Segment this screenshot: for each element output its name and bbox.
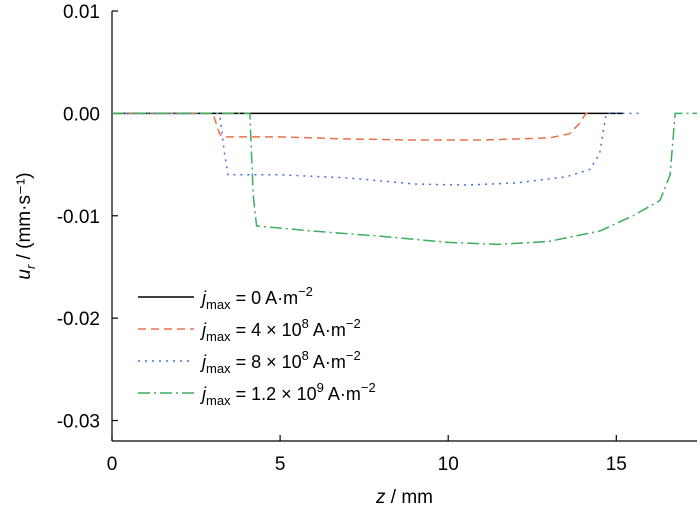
series-line-2 (112, 112, 593, 141)
series-group (112, 112, 697, 246)
y-tick-label: -0.02 (57, 309, 100, 330)
x-tick-label: 0 (107, 454, 118, 475)
y-tick-label: 0.01 (63, 2, 100, 23)
series-line-3 (112, 112, 644, 186)
legend-label-1: jmax = 0 A·m−2 (199, 284, 313, 312)
x-axis-label: z / mm (375, 487, 433, 508)
series-line-4 (112, 112, 697, 246)
x-tick-label: 10 (438, 454, 459, 475)
y-tick-label: 0.00 (63, 104, 100, 125)
x-tick-label: 15 (606, 454, 627, 475)
legend-label-3: jmax = 8 × 108 A·m−2 (199, 348, 361, 376)
y-tick-label: -0.03 (57, 412, 100, 433)
legend: jmax = 0 A·m−2 jmax = 4 × 108 A·m−2 jmax =… (138, 284, 376, 408)
y-axis-label: ur / (mm·s⁻¹) (14, 172, 38, 279)
y-tick-label: -0.01 (57, 207, 100, 228)
legend-label-2: jmax = 4 × 108 A·m−2 (199, 316, 361, 344)
x-tick-label: 5 (275, 454, 286, 475)
legend-label-4: jmax = 1.2 × 109 A·m−2 (199, 380, 376, 408)
axes: 0 5 10 15 0.01 0.00 -0.01 -0.02 -0.03 z / mm ur / … (14, 2, 697, 508)
